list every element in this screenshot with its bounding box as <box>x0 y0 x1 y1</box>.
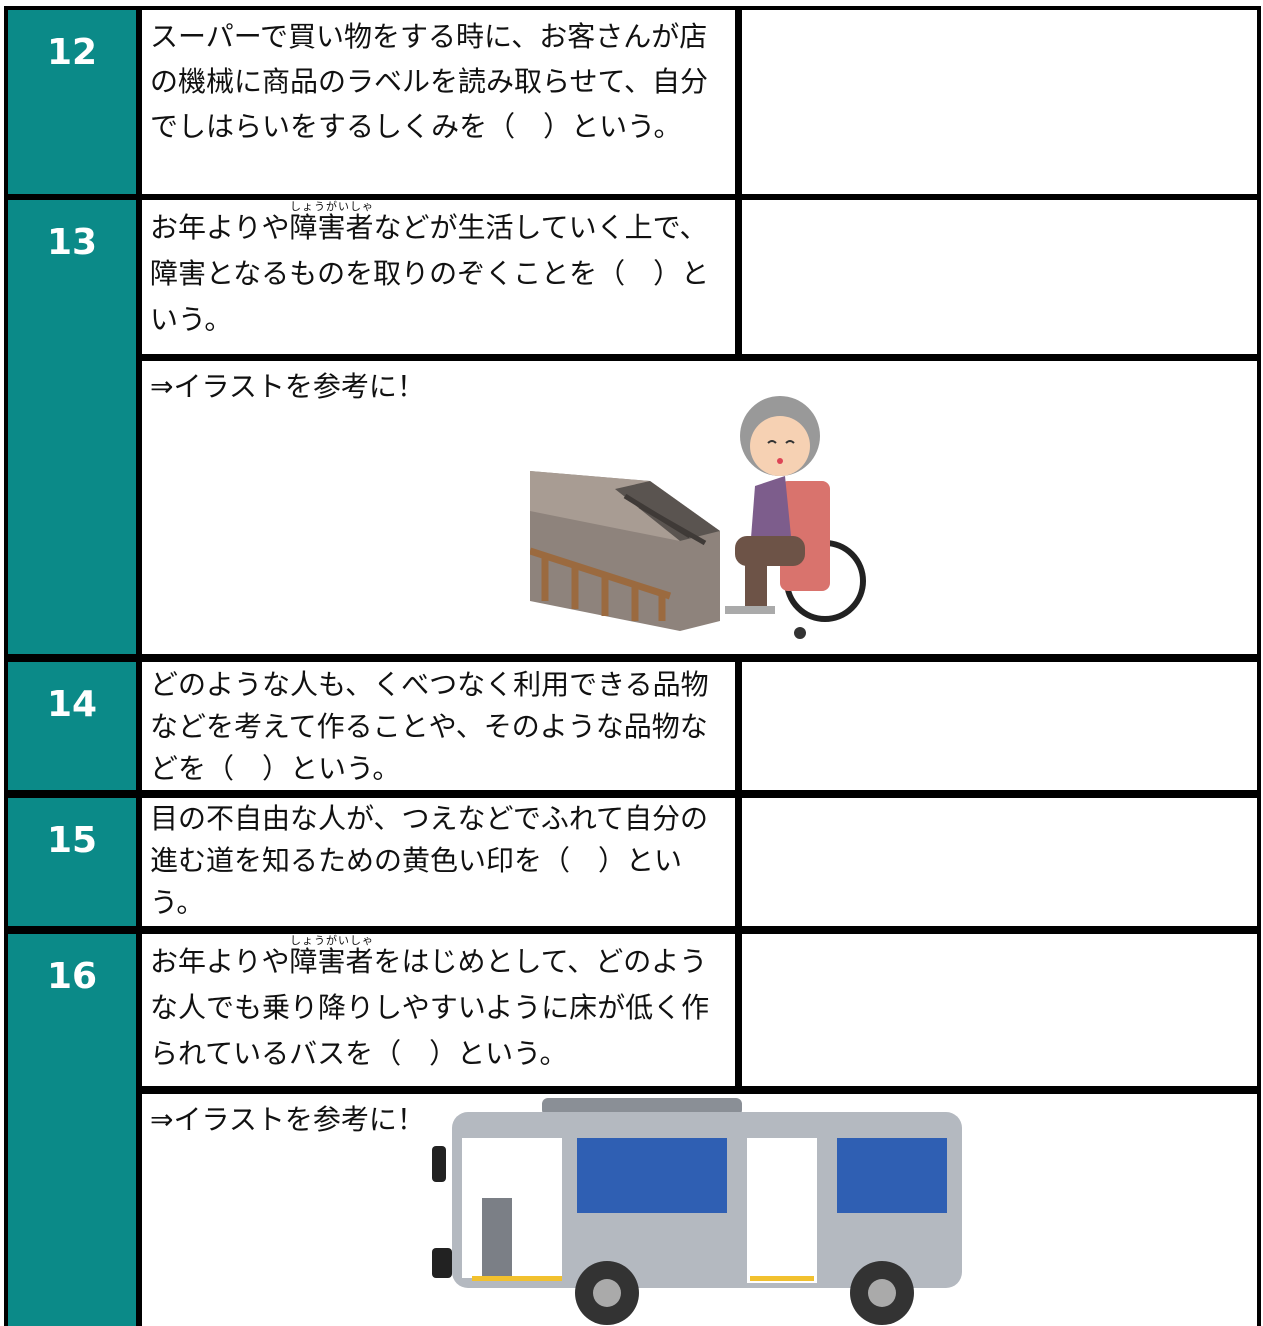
ruby: 障害者しょうがいしゃ <box>289 934 374 978</box>
number-cell: 15 <box>8 798 136 926</box>
row-number: 13 <box>46 222 98 263</box>
answer-cell <box>742 934 1257 1086</box>
row-number: 12 <box>46 32 98 73</box>
number-cell: 13 <box>8 200 136 654</box>
note: ⇒イラストを参考に！ <box>150 1103 425 1136</box>
question-cell: お年よりや障害者しょうがいしゃなどが生活していく上で、障害となるものを取りのぞく… <box>142 200 735 354</box>
ruby-reading: しょうがいしゃ <box>289 934 374 947</box>
row-number: 15 <box>46 820 98 861</box>
question: スーパーで買い物をする時に、お客さんが店の機械に商品のラベルを読み取らせて、自分… <box>150 20 709 143</box>
question: などが生活していく上で、障害となるものを取りのぞくことを（ ）という。 <box>150 211 710 336</box>
question-cell: スーパーで買い物をする時に、お客さんが店の機械に商品のラベルを読み取らせて、自分… <box>142 10 735 194</box>
answer-cell <box>742 798 1257 926</box>
row-number: 16 <box>46 956 98 997</box>
question-cell: どのような人も、くべつなく利用できる品物などを考えて作ることや、そのような品物な… <box>142 662 735 790</box>
row-number: 14 <box>46 684 98 725</box>
question: をはじめとして、どのような人でも乗り降りしやすいように床が低く作られているバスを… <box>150 945 710 1070</box>
ruby-base: 障害者 <box>289 945 374 978</box>
number-cell: 12 <box>8 10 136 194</box>
question-cell: お年よりや障害者しょうがいしゃをはじめとして、どのような人でも乗り降りしやすいよ… <box>142 934 735 1086</box>
answer-cell <box>742 10 1257 194</box>
question: お年よりや <box>150 211 290 244</box>
question-cell: 目の不自由な人が、つえなどでふれて自分の進む道を知るための黄色い印を（ ）という… <box>142 798 735 926</box>
illustration-cell: ⇒イラストを参考に！ <box>142 361 1257 654</box>
ruby-base: 障害者 <box>289 211 374 244</box>
number-cell: 14 <box>8 662 136 790</box>
answer-cell <box>742 200 1257 354</box>
bus-illustration <box>432 1098 962 1325</box>
question: どのような人も、くべつなく利用できる品物などを考えて作ることや、そのような品物な… <box>150 668 709 785</box>
question: お年よりや <box>150 945 290 978</box>
illustration-cell: ⇒イラストを参考に！ <box>142 1094 1257 1326</box>
ramp-wheelchair-illustration <box>530 396 866 639</box>
answer-cell <box>742 662 1257 790</box>
number-cell: 16 <box>8 934 136 1326</box>
ruby: 障害者しょうがいしゃ <box>289 200 374 244</box>
note: ⇒イラストを参考に！ <box>150 370 425 403</box>
question: 目の不自由な人が、つえなどでふれて自分の進む道を知るための黄色い印を（ ）という… <box>150 802 709 919</box>
ruby-reading: しょうがいしゃ <box>289 200 374 213</box>
